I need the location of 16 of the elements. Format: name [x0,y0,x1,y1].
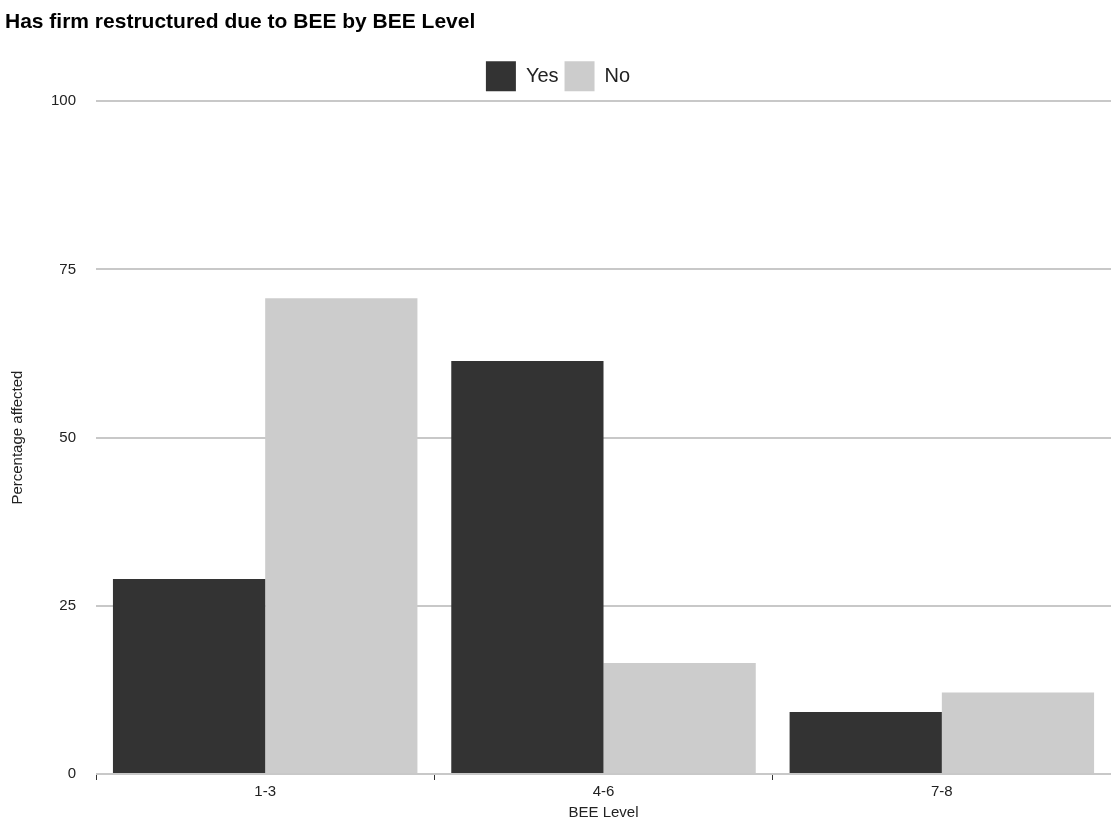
y-tick-label: 25 [59,595,77,613]
y-tick-label: 100 [51,91,77,109]
legend-label: Yes [525,63,559,86]
y-tick-label: 75 [59,259,77,277]
x-tick-label: 1-3 [254,782,277,800]
bar [451,360,604,773]
y-tick-label: 50 [59,427,77,445]
y-axis-title: Percentage affected [8,370,26,505]
legend-label: No [604,63,631,86]
x-tick-label: 7-8 [930,782,953,800]
chart-title: Has firm restructured due to BEE by BEE Level [5,9,476,33]
bar [789,712,942,773]
x-axis-title: BEE Level [568,803,639,821]
bar [112,578,266,773]
x-tick-label: 4-6 [592,782,615,800]
y-tick-label: 0 [67,764,77,782]
